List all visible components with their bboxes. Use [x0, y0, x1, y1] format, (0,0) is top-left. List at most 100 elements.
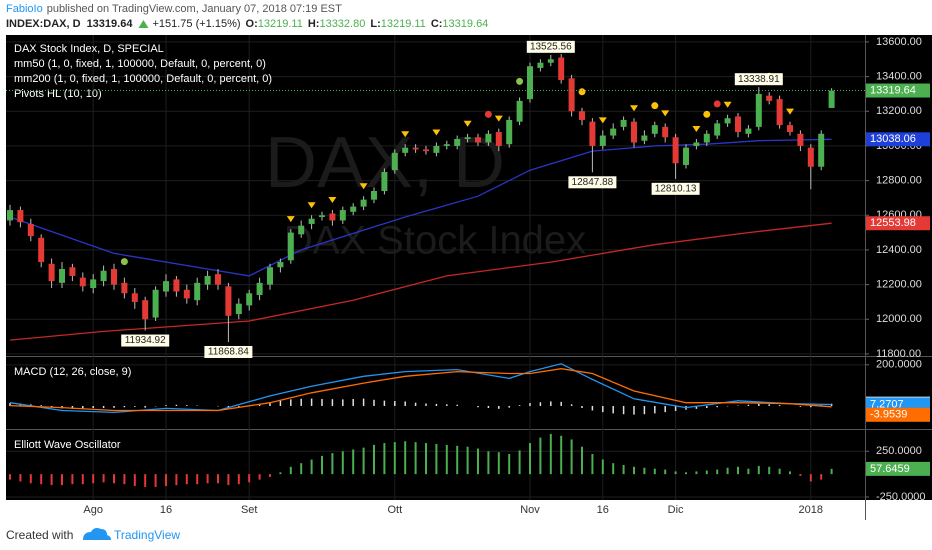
pivot-label: 11868.84	[208, 347, 249, 358]
candle-body	[818, 133, 825, 167]
published: published on TradingView.com, January 07…	[47, 3, 342, 15]
candle-body	[287, 232, 294, 261]
price-tag: -3.9539	[870, 409, 907, 421]
author[interactable]: FabioIo	[6, 3, 43, 15]
candle-body	[620, 119, 627, 127]
candle-body	[412, 147, 419, 150]
pivot-label: 13338.91	[738, 74, 780, 85]
candle-body	[48, 263, 55, 282]
x-tick-label: 2018	[799, 504, 823, 516]
y-tick-label: 12400.00	[876, 244, 922, 256]
pivot-label-bg	[121, 334, 170, 347]
candle-body	[152, 289, 159, 318]
signal-marker	[713, 100, 721, 108]
price-tag-bg	[866, 461, 930, 476]
x-tick-label: Nov	[520, 504, 540, 516]
candle-body	[589, 121, 596, 146]
candle-body	[256, 282, 263, 295]
candle-body	[17, 210, 24, 223]
signal-marker	[516, 77, 524, 85]
signal-marker	[703, 110, 711, 118]
price-tag-bg	[866, 132, 930, 147]
price-tag-bg	[866, 407, 930, 422]
price-tag: 12553.98	[870, 217, 916, 229]
pivot-label: 13525.56	[530, 41, 572, 52]
candle-body	[79, 277, 86, 287]
candle-body	[433, 145, 440, 153]
candle-body	[235, 303, 242, 315]
candle-body	[568, 78, 575, 112]
candle-body	[59, 268, 65, 283]
candle-body	[69, 267, 76, 276]
candle-body	[204, 275, 211, 285]
pivot-label-bg	[734, 73, 783, 86]
signal-marker	[651, 102, 659, 110]
candle-body	[298, 225, 305, 235]
candle-body	[766, 95, 773, 101]
candle-body	[27, 223, 34, 237]
pivot-label: 12810.13	[655, 183, 697, 194]
legend-entry: mm50 (1, 0, fixed, 1, 100000, Default, 0…	[14, 58, 266, 70]
plot: 11800.0012000.0012200.0012400.0012600.00…	[6, 35, 930, 516]
signal-marker	[432, 129, 441, 136]
candle-body	[516, 100, 523, 122]
y-tick-label: -250.0000	[876, 491, 926, 503]
pivot-label: 12847.88	[572, 177, 614, 188]
candle-body	[225, 286, 232, 316]
signal-marker	[630, 105, 638, 112]
pane-title: DAX Stock Index, D, SPECIAL	[14, 43, 164, 55]
candle-body	[475, 137, 481, 143]
candle-body	[693, 142, 700, 146]
candle-body	[443, 144, 450, 146]
price-tag-bg	[866, 216, 930, 231]
candle-body	[464, 137, 471, 139]
candle-body	[319, 215, 325, 217]
ohlc-value: 13219.11	[258, 18, 303, 30]
legend-entry: Pivots HL (10, 10)	[14, 88, 102, 100]
candle-body	[173, 279, 180, 292]
candle-body	[111, 268, 117, 285]
x-tick-label: Ago	[83, 504, 103, 516]
y-tick-label: 12200.00	[876, 278, 922, 290]
candle-body	[100, 270, 107, 282]
candle-body	[703, 133, 710, 143]
candle-body	[558, 57, 565, 81]
footer-brand[interactable]: TradingView	[114, 528, 180, 542]
candle-body	[672, 137, 679, 164]
x-tick-label: Set	[241, 504, 258, 516]
signal-marker	[463, 120, 472, 127]
signal-marker	[286, 216, 295, 223]
signal-marker	[359, 183, 368, 190]
candle-body	[651, 125, 658, 134]
last-price: 13319.64	[87, 18, 134, 30]
candle-body	[745, 128, 752, 134]
up-arrow	[138, 20, 149, 28]
header-line-1: FabioIo published on TradingView.com, Jan…	[6, 3, 342, 15]
pivot-label-bg	[651, 182, 700, 195]
pivot-label: 11934.92	[125, 335, 166, 346]
candle-body	[610, 128, 617, 136]
pivot-label-bg	[568, 176, 617, 189]
candle-body	[371, 190, 377, 200]
y-tick-label: 11800.00	[876, 348, 921, 360]
ohlc-value: 13332.80	[319, 18, 365, 30]
candle-body	[131, 293, 138, 302]
legend-entry: mm200 (1, 0, fixed, 1, 100000, Default, …	[14, 73, 272, 85]
candle-body	[339, 210, 346, 221]
pivot-label-bg	[526, 40, 575, 53]
candle-body	[194, 282, 201, 301]
candle-body	[329, 213, 336, 221]
candle-body	[381, 171, 388, 191]
y-tick-label: 13600.00	[876, 36, 922, 48]
candle-body	[360, 199, 367, 207]
ohlc-key: L:	[370, 18, 380, 30]
candle-body	[683, 147, 689, 165]
y-tick-label: 13200.00	[876, 105, 922, 117]
symbol: INDEX:DAX, D	[6, 18, 81, 30]
signal-marker	[307, 202, 316, 209]
signal-marker	[786, 108, 794, 115]
y-tick-label: 250.0000	[876, 445, 922, 457]
ohlc-key: O:	[246, 18, 258, 30]
candle-body	[38, 237, 45, 263]
price-tag: 13319.64	[870, 84, 916, 96]
